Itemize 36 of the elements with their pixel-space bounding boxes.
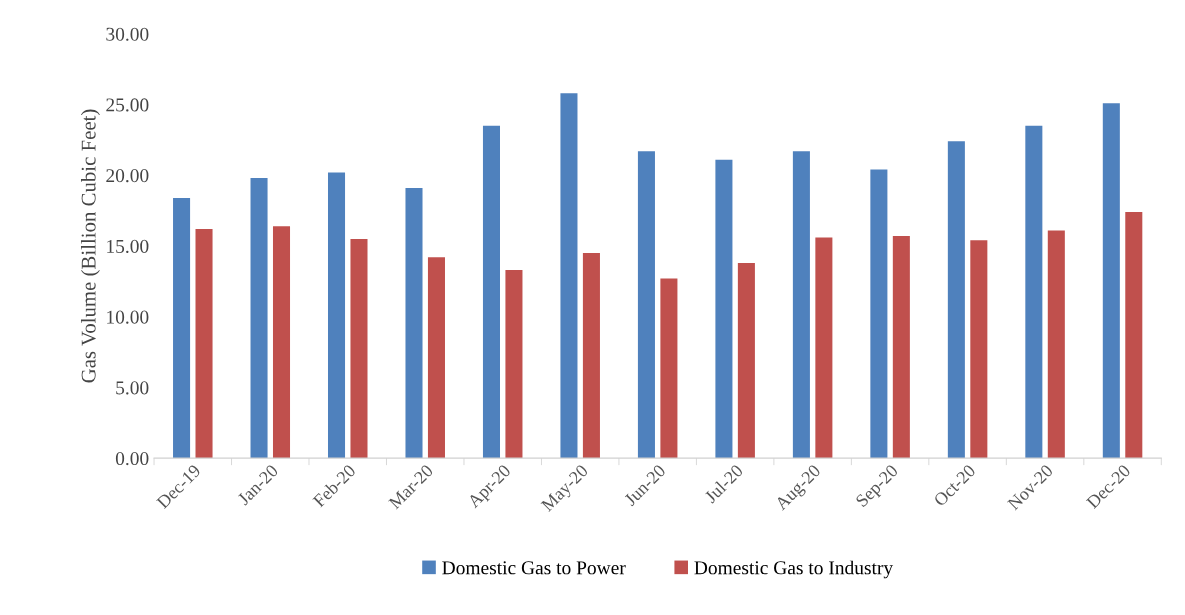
bar — [505, 270, 523, 459]
bar — [250, 178, 268, 459]
bar — [560, 93, 578, 459]
y-tick-label: 30.00 — [106, 27, 149, 41]
legend-label: Domestic Gas to Industry — [694, 560, 894, 579]
y-tick-label: 20.00 — [106, 169, 149, 183]
bar — [970, 240, 988, 459]
bar — [1025, 125, 1043, 459]
bar — [350, 238, 368, 459]
y-tick-label: 10.00 — [107, 310, 149, 324]
bar — [715, 159, 733, 459]
bar — [892, 236, 910, 459]
bar — [1102, 103, 1120, 459]
bar — [272, 226, 291, 459]
bar — [482, 125, 500, 459]
bar — [737, 262, 755, 459]
y-tick-label: 0.00 — [115, 451, 149, 466]
bar — [173, 197, 191, 459]
bar — [327, 172, 346, 459]
bar — [870, 169, 888, 459]
bar — [637, 151, 655, 459]
bar — [815, 237, 833, 459]
bar — [660, 278, 678, 459]
legend-label: Domestic Gas to Power — [442, 561, 626, 575]
y-tick-label: 5.00 — [116, 381, 149, 395]
y-tick-label: 15.00 — [107, 239, 149, 254]
bar — [792, 151, 810, 459]
bar — [1047, 230, 1065, 459]
bar — [582, 253, 600, 459]
y-tick-label: 25.00 — [106, 98, 149, 112]
bar — [427, 257, 445, 459]
bar — [947, 141, 965, 459]
y-axis-title: Gas Volume (Billion Cubic Feet) — [80, 109, 100, 383]
bar — [405, 188, 423, 459]
bar — [195, 229, 213, 459]
bar — [1125, 212, 1143, 459]
